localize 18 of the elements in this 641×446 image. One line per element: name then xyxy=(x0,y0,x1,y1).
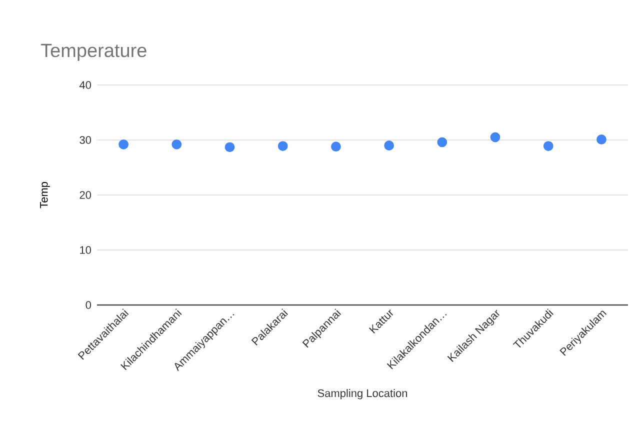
y-tick-label: 20 xyxy=(80,191,92,199)
chart-title: Temperature xyxy=(40,44,146,61)
point xyxy=(118,139,129,150)
x-axis-title: Sampling Location xyxy=(318,389,408,400)
y-tick-label: 30 xyxy=(80,136,92,144)
point xyxy=(384,140,394,150)
point xyxy=(224,142,235,152)
point xyxy=(490,132,500,142)
y-tick-label: 40 xyxy=(79,81,92,89)
y-axis-title: Temp xyxy=(40,182,50,208)
y-tick-label: 10 xyxy=(80,246,92,254)
point xyxy=(278,141,288,151)
point xyxy=(172,139,182,150)
point xyxy=(437,137,448,148)
point xyxy=(596,134,606,144)
point xyxy=(543,141,554,151)
point xyxy=(331,142,341,152)
y-tick-label: 0 xyxy=(86,301,92,309)
